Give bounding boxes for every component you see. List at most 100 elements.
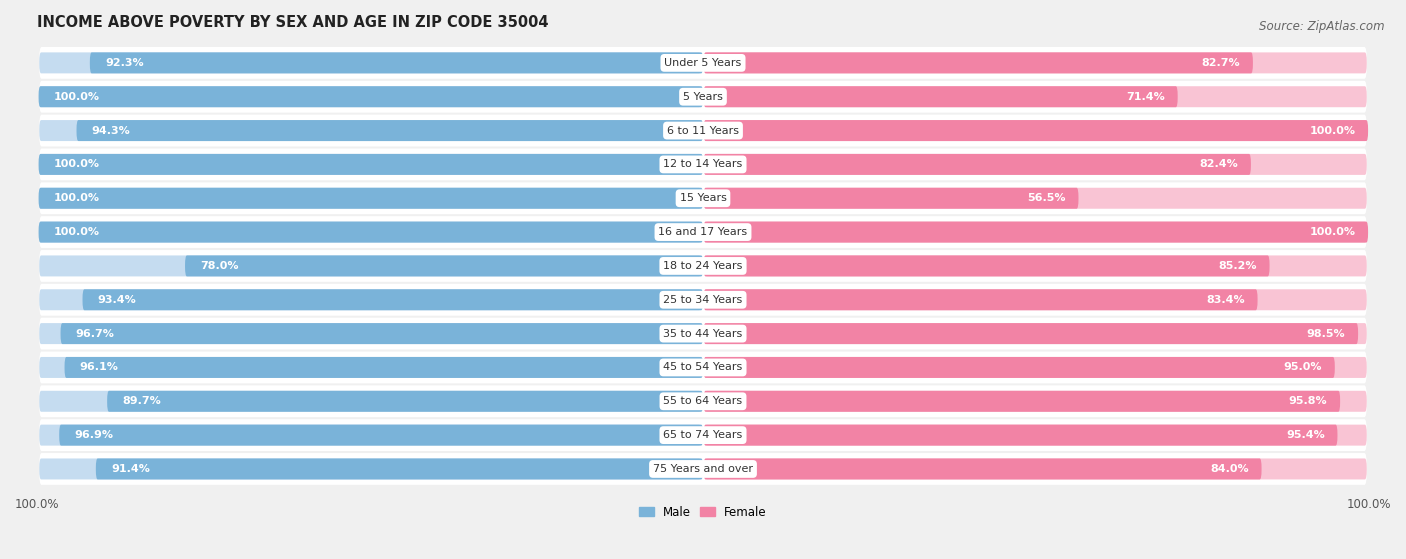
FancyBboxPatch shape bbox=[186, 255, 703, 276]
Text: Under 5 Years: Under 5 Years bbox=[665, 58, 741, 68]
FancyBboxPatch shape bbox=[39, 188, 702, 209]
FancyBboxPatch shape bbox=[704, 221, 1367, 243]
FancyBboxPatch shape bbox=[39, 120, 702, 141]
FancyBboxPatch shape bbox=[703, 357, 1334, 378]
FancyBboxPatch shape bbox=[703, 425, 1337, 446]
FancyBboxPatch shape bbox=[704, 154, 1367, 175]
FancyBboxPatch shape bbox=[704, 289, 1367, 310]
FancyBboxPatch shape bbox=[704, 255, 1367, 276]
Text: 12 to 14 Years: 12 to 14 Years bbox=[664, 159, 742, 169]
FancyBboxPatch shape bbox=[704, 120, 1367, 141]
FancyBboxPatch shape bbox=[703, 53, 1253, 73]
FancyBboxPatch shape bbox=[39, 250, 1367, 282]
FancyBboxPatch shape bbox=[703, 154, 1251, 175]
Text: 15 Years: 15 Years bbox=[679, 193, 727, 203]
Text: 94.3%: 94.3% bbox=[91, 126, 131, 136]
FancyBboxPatch shape bbox=[39, 86, 702, 107]
Text: 83.4%: 83.4% bbox=[1206, 295, 1244, 305]
Text: 95.4%: 95.4% bbox=[1286, 430, 1324, 440]
FancyBboxPatch shape bbox=[704, 425, 1367, 446]
FancyBboxPatch shape bbox=[39, 47, 1367, 79]
FancyBboxPatch shape bbox=[39, 216, 1367, 248]
Text: INCOME ABOVE POVERTY BY SEX AND AGE IN ZIP CODE 35004: INCOME ABOVE POVERTY BY SEX AND AGE IN Z… bbox=[37, 15, 548, 30]
Text: 100.0%: 100.0% bbox=[1309, 227, 1355, 237]
Text: 5 Years: 5 Years bbox=[683, 92, 723, 102]
FancyBboxPatch shape bbox=[39, 458, 702, 480]
FancyBboxPatch shape bbox=[703, 86, 1178, 107]
FancyBboxPatch shape bbox=[76, 120, 703, 141]
Text: 96.9%: 96.9% bbox=[75, 430, 114, 440]
FancyBboxPatch shape bbox=[39, 357, 702, 378]
Text: 18 to 24 Years: 18 to 24 Years bbox=[664, 261, 742, 271]
Text: Source: ZipAtlas.com: Source: ZipAtlas.com bbox=[1260, 20, 1385, 32]
FancyBboxPatch shape bbox=[39, 182, 1367, 214]
FancyBboxPatch shape bbox=[39, 154, 702, 175]
FancyBboxPatch shape bbox=[39, 453, 1367, 485]
FancyBboxPatch shape bbox=[59, 425, 703, 446]
Text: 89.7%: 89.7% bbox=[122, 396, 162, 406]
FancyBboxPatch shape bbox=[38, 154, 703, 175]
FancyBboxPatch shape bbox=[704, 391, 1367, 412]
FancyBboxPatch shape bbox=[39, 221, 702, 243]
FancyBboxPatch shape bbox=[703, 120, 1368, 141]
FancyBboxPatch shape bbox=[39, 149, 1367, 181]
Text: 96.7%: 96.7% bbox=[76, 329, 115, 339]
FancyBboxPatch shape bbox=[39, 284, 1367, 316]
FancyBboxPatch shape bbox=[704, 53, 1367, 73]
FancyBboxPatch shape bbox=[38, 86, 703, 107]
FancyBboxPatch shape bbox=[96, 458, 703, 480]
FancyBboxPatch shape bbox=[65, 357, 703, 378]
Text: 35 to 44 Years: 35 to 44 Years bbox=[664, 329, 742, 339]
Text: 100.0%: 100.0% bbox=[53, 227, 100, 237]
FancyBboxPatch shape bbox=[703, 458, 1261, 480]
FancyBboxPatch shape bbox=[704, 458, 1367, 480]
Text: 100.0%: 100.0% bbox=[53, 193, 100, 203]
Text: 93.4%: 93.4% bbox=[98, 295, 136, 305]
Legend: Male, Female: Male, Female bbox=[634, 501, 772, 523]
FancyBboxPatch shape bbox=[704, 357, 1367, 378]
FancyBboxPatch shape bbox=[90, 53, 703, 73]
FancyBboxPatch shape bbox=[39, 81, 1367, 112]
Text: 91.4%: 91.4% bbox=[111, 464, 150, 474]
Text: 100.0%: 100.0% bbox=[53, 159, 100, 169]
FancyBboxPatch shape bbox=[39, 53, 702, 73]
FancyBboxPatch shape bbox=[703, 221, 1368, 243]
Text: 25 to 34 Years: 25 to 34 Years bbox=[664, 295, 742, 305]
FancyBboxPatch shape bbox=[39, 318, 1367, 349]
Text: 100.0%: 100.0% bbox=[53, 92, 100, 102]
Text: 84.0%: 84.0% bbox=[1211, 464, 1249, 474]
Text: 85.2%: 85.2% bbox=[1219, 261, 1257, 271]
FancyBboxPatch shape bbox=[704, 86, 1367, 107]
Text: 71.4%: 71.4% bbox=[1126, 92, 1166, 102]
FancyBboxPatch shape bbox=[83, 289, 703, 310]
FancyBboxPatch shape bbox=[39, 255, 702, 276]
Text: 6 to 11 Years: 6 to 11 Years bbox=[666, 126, 740, 136]
FancyBboxPatch shape bbox=[703, 255, 1270, 276]
Text: 95.8%: 95.8% bbox=[1289, 396, 1327, 406]
FancyBboxPatch shape bbox=[703, 188, 1078, 209]
FancyBboxPatch shape bbox=[39, 352, 1367, 383]
Text: 96.1%: 96.1% bbox=[80, 362, 118, 372]
FancyBboxPatch shape bbox=[38, 188, 703, 209]
Text: 56.5%: 56.5% bbox=[1028, 193, 1066, 203]
FancyBboxPatch shape bbox=[39, 425, 702, 446]
Text: 98.5%: 98.5% bbox=[1306, 329, 1346, 339]
Text: 65 to 74 Years: 65 to 74 Years bbox=[664, 430, 742, 440]
Text: 45 to 54 Years: 45 to 54 Years bbox=[664, 362, 742, 372]
FancyBboxPatch shape bbox=[703, 289, 1257, 310]
Text: 95.0%: 95.0% bbox=[1284, 362, 1322, 372]
FancyBboxPatch shape bbox=[39, 115, 1367, 146]
FancyBboxPatch shape bbox=[39, 419, 1367, 451]
Text: 100.0%: 100.0% bbox=[1309, 126, 1355, 136]
Text: 78.0%: 78.0% bbox=[201, 261, 239, 271]
FancyBboxPatch shape bbox=[38, 221, 703, 243]
Text: 82.7%: 82.7% bbox=[1202, 58, 1240, 68]
FancyBboxPatch shape bbox=[704, 188, 1367, 209]
Text: 75 Years and over: 75 Years and over bbox=[652, 464, 754, 474]
Text: 82.4%: 82.4% bbox=[1199, 159, 1239, 169]
FancyBboxPatch shape bbox=[39, 385, 1367, 417]
FancyBboxPatch shape bbox=[703, 391, 1340, 412]
Text: 92.3%: 92.3% bbox=[105, 58, 143, 68]
FancyBboxPatch shape bbox=[60, 323, 703, 344]
Text: 16 and 17 Years: 16 and 17 Years bbox=[658, 227, 748, 237]
